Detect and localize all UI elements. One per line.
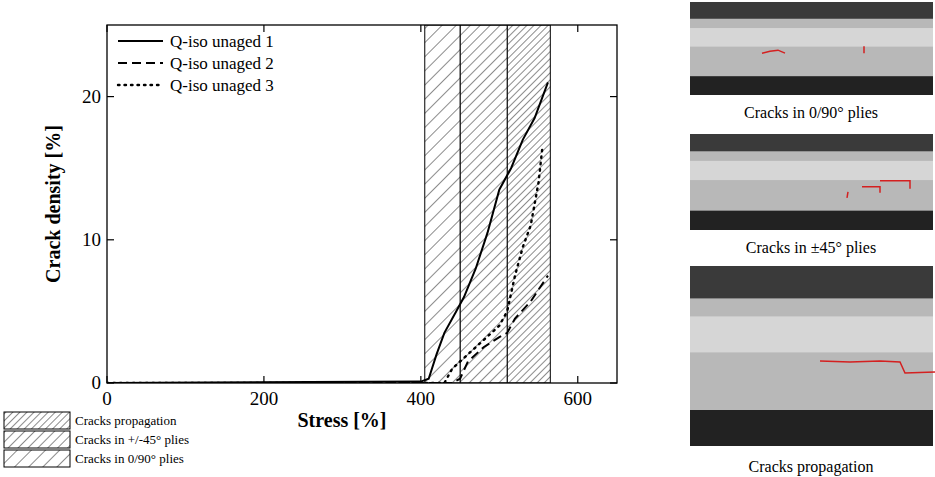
x-tick bbox=[420, 376, 421, 383]
region-legend-label: Cracks in +/-45° plies bbox=[75, 432, 189, 447]
region-legend-label: Cracks in 0/90° plies bbox=[75, 451, 184, 466]
plot-frame bbox=[107, 25, 617, 383]
legend-label: Q-iso unaged 2 bbox=[170, 54, 274, 73]
legend-swatch bbox=[118, 40, 163, 42]
region-legend-swatch bbox=[4, 431, 70, 448]
legend-swatch bbox=[118, 84, 163, 86]
x-tick-label: 200 bbox=[250, 388, 279, 409]
photo-highlight bbox=[690, 161, 933, 180]
photo-caption: Cracks propagation bbox=[749, 458, 874, 476]
series-line bbox=[107, 276, 548, 383]
y-tick-label: 20 bbox=[82, 86, 101, 107]
y-tick-label: 0 bbox=[92, 372, 102, 393]
photo-bg bbox=[690, 266, 933, 446]
region-legend-swatch bbox=[4, 450, 70, 467]
region-legend-swatch bbox=[4, 412, 70, 429]
x-axis-title: Stress [%] bbox=[297, 409, 386, 431]
photo-bg bbox=[690, 2, 933, 95]
photo-caption: Cracks in 0/90° plies bbox=[744, 104, 878, 122]
x-tick-label: 0 bbox=[102, 388, 112, 409]
photo-caption: Cracks in ±45° plies bbox=[746, 239, 876, 257]
y-tick bbox=[107, 96, 114, 97]
photo-highlight bbox=[690, 316, 933, 352]
crack-trace bbox=[847, 192, 848, 198]
x-tick bbox=[577, 376, 578, 383]
y-tick bbox=[610, 96, 617, 97]
photo-panel bbox=[690, 134, 933, 230]
region-legend-label: Cracks propagation bbox=[75, 413, 177, 428]
photo-shadow bbox=[690, 76, 933, 95]
photo-shadow bbox=[690, 410, 933, 446]
legend-swatch bbox=[118, 62, 163, 64]
region bbox=[460, 25, 507, 383]
legend-label: Q-iso unaged 1 bbox=[170, 32, 274, 51]
legend-label: Q-iso unaged 3 bbox=[170, 76, 274, 95]
plot-area bbox=[107, 25, 550, 383]
photo-shadow bbox=[690, 211, 933, 230]
crack-trace bbox=[820, 361, 935, 373]
region bbox=[425, 25, 460, 383]
series-line bbox=[107, 82, 548, 383]
x-tick bbox=[106, 25, 107, 32]
x-tick bbox=[106, 376, 107, 383]
photo-specimen bbox=[690, 298, 933, 410]
x-tick bbox=[420, 25, 421, 32]
x-tick bbox=[263, 25, 264, 32]
x-tick-label: 600 bbox=[564, 388, 593, 409]
y-tick bbox=[107, 382, 114, 383]
y-tick bbox=[107, 239, 114, 240]
crack-trace bbox=[880, 181, 910, 189]
photo-highlight bbox=[690, 28, 933, 47]
photo-specimen bbox=[690, 151, 933, 211]
photo-panel bbox=[690, 266, 935, 446]
y-tick bbox=[610, 239, 617, 240]
y-axis-title: Crack density [%] bbox=[42, 125, 65, 283]
photo-specimen bbox=[690, 19, 933, 77]
crack-trace bbox=[762, 50, 785, 53]
x-tick bbox=[263, 376, 264, 383]
y-tick bbox=[610, 382, 617, 383]
crack-trace bbox=[862, 187, 880, 193]
photo-panel bbox=[690, 2, 933, 95]
photo-bg bbox=[690, 134, 933, 230]
crack-trace bbox=[863, 46, 865, 53]
region bbox=[507, 25, 550, 383]
series-line bbox=[107, 147, 542, 383]
x-tick bbox=[577, 25, 578, 32]
x-tick-label: 400 bbox=[407, 388, 436, 409]
y-tick-label: 10 bbox=[82, 229, 101, 250]
